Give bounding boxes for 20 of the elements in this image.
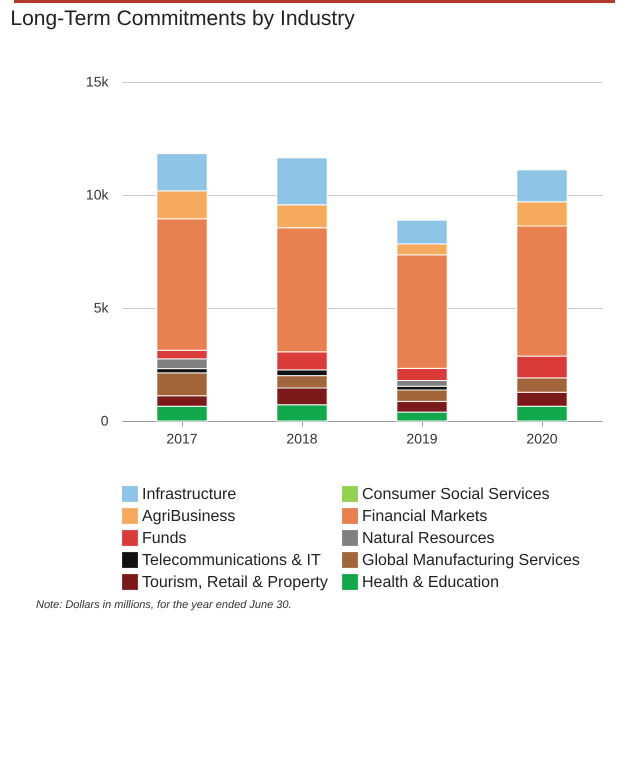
x-tick-label: 2020 bbox=[526, 430, 558, 446]
legend-label: AgriBusiness bbox=[142, 508, 236, 525]
x-tick-label: 2019 bbox=[406, 430, 438, 446]
legend-label: Infrastructure bbox=[142, 486, 236, 503]
legend-label: Tourism, Retail & Property bbox=[142, 574, 328, 591]
y-tick-label: 15k bbox=[86, 74, 110, 90]
legend-label: Global Manufacturing Services bbox=[362, 552, 580, 569]
x-tick-label: 2017 bbox=[166, 430, 198, 446]
legend-label: Consumer Social Services bbox=[362, 486, 550, 503]
x-tick-label: 2018 bbox=[286, 430, 318, 446]
legend-label: Funds bbox=[142, 530, 186, 547]
y-tick-label: 5k bbox=[94, 300, 110, 316]
legend-label: Health & Education bbox=[362, 574, 499, 591]
y-tick-label: 10k bbox=[86, 186, 110, 202]
text: Note: Dollars in millions, for the year ended June 30. bbox=[36, 599, 293, 611]
y-tick-label: 0 bbox=[100, 412, 109, 428]
legend-label: Natural Resources bbox=[362, 530, 494, 547]
chart-title: Long-Term Commitments by Industry bbox=[10, 7, 356, 30]
legend-label: Financial Markets bbox=[362, 508, 488, 525]
legend-label: Telecommunications & IT bbox=[142, 552, 321, 569]
